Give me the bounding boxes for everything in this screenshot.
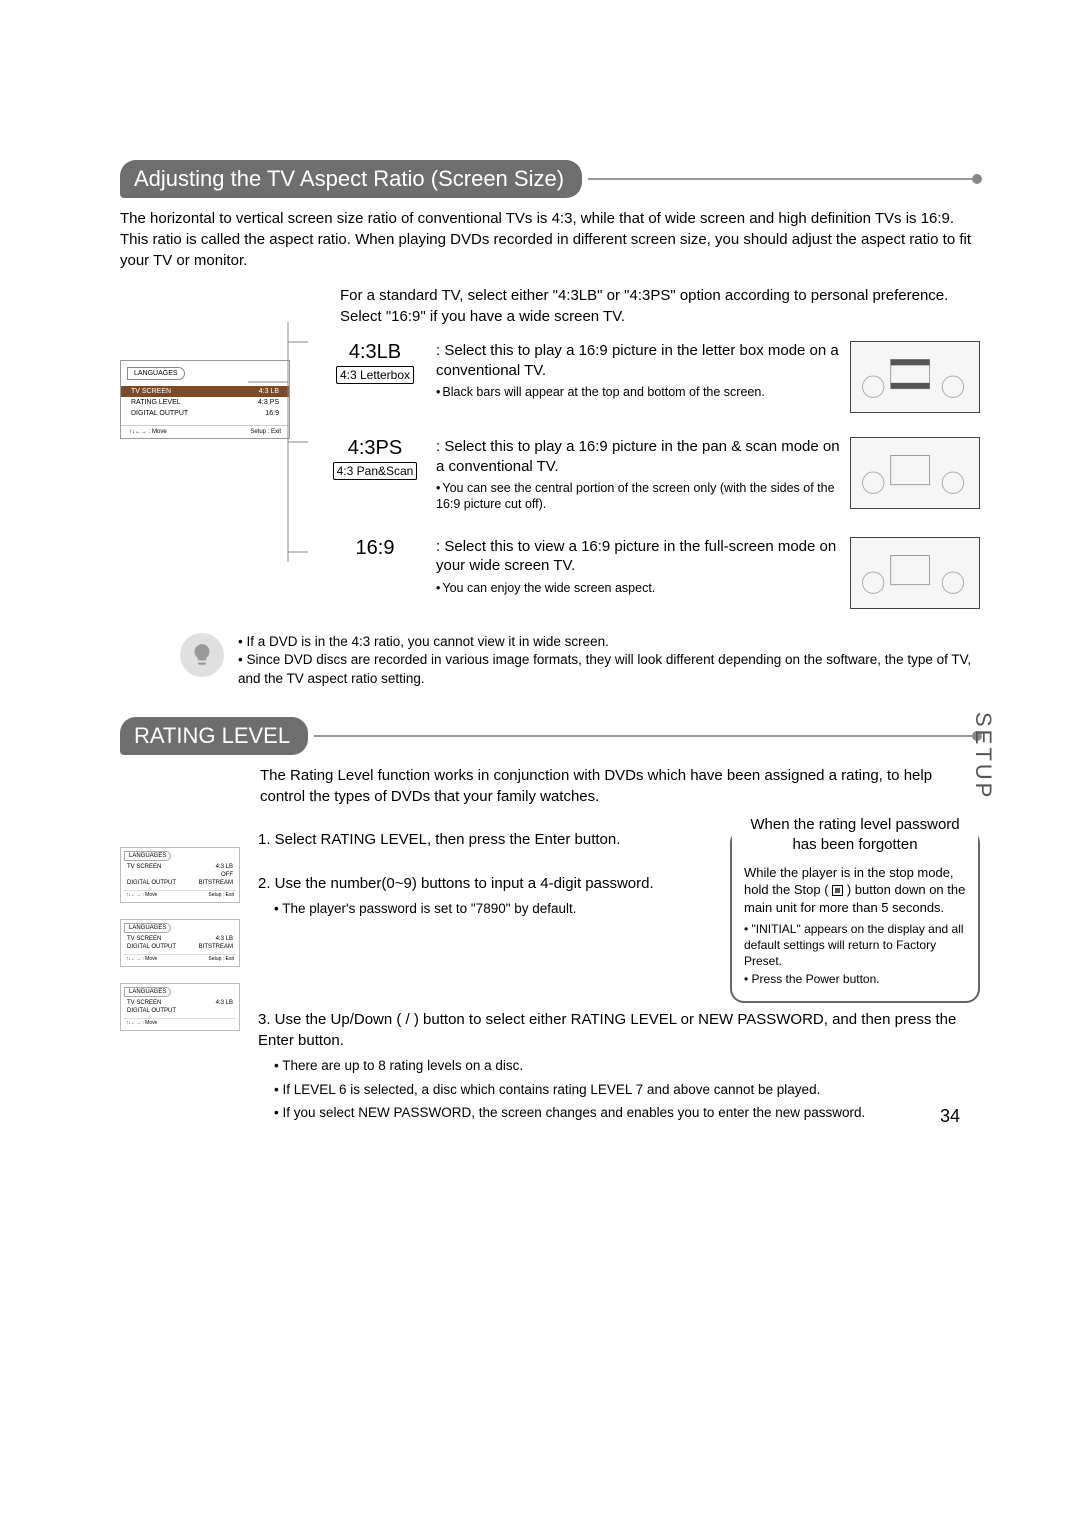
setup-menu-diagram: LANGUAGES TV SCREEN4:3 LB RATING LEVEL4:… [120,360,290,439]
aspect-option-row: 4:3LB 4:3 Letterbox : Select this to pla… [320,341,980,413]
mini-menu: LANGUAGESTV SCREEN4:3 LBDIGITAL OUTPUT↑↓… [120,983,240,1031]
aspect-sublabel: 4:3 Letterbox [336,366,414,384]
mini-menu: LANGUAGESTV SCREEN4:3 LBDIGITAL OUTPUTBI… [120,919,240,967]
password-forgotten-callout: When the rating level password has been … [730,829,980,1003]
rating-step-3-sub: If you select NEW PASSWORD, the screen c… [274,1103,980,1123]
note-item: If a DVD is in the 4:3 ratio, you cannot… [238,633,980,652]
note-item: Since DVD discs are recorded in various … [238,651,980,689]
mini-menu-column: LANGUAGESTV SCREEN4:3 LBOFFDIGITAL OUTPU… [120,847,240,1031]
stop-icon [832,885,843,896]
section-rule [314,735,980,737]
menu-row: DIGITAL OUTPUT16:9 [121,408,289,419]
rating-step-2-sub: The player's password is set to "7890" b… [274,899,712,919]
rating-step-3-sub: If LEVEL 6 is selected, a disc which con… [274,1080,980,1100]
rating-step-3-sub: There are up to 8 rating levels on a dis… [274,1056,980,1076]
menu-footer: ↑↓←→ : MoveSetup : Exit [121,425,289,438]
aspect-thumbnail [850,437,980,509]
menu-tab: LANGUAGES [127,367,185,380]
aspect-label: 4:3LB 4:3 Letterbox [320,341,430,384]
page-number: 34 [940,1106,960,1127]
aspect-thumbnail [850,341,980,413]
callout-body: While the player is in the stop mode, ho… [744,864,966,917]
aspect-label: 4:3PS 4:3 Pan&Scan [320,437,430,480]
side-tab-setup: SETUP [970,712,996,800]
aspect-label: 16:9 [320,537,430,560]
note-icon [180,633,224,677]
section-header-aspect: Adjusting the TV Aspect Ratio (Screen Si… [120,160,980,198]
section-rule [588,178,980,180]
rating-step-2: 2. Use the number(0~9) buttons to input … [258,873,712,918]
aspect-option-row: 4:3PS 4:3 Pan&Scan : Select this to play… [320,437,980,513]
rating-step-3: 3. Use the Up/Down ( / ) button to selec… [258,1009,980,1123]
rating-step-1: 1. Select RATING LEVEL, then press the E… [258,829,712,851]
aspect-note: You can see the central portion of the s… [436,480,840,513]
menu-row: RATING LEVEL4:3 PS [121,397,289,408]
aspect-notes: If a DVD is in the 4:3 ratio, you cannot… [180,633,980,690]
aspect-option-row: 16:9 : Select this to view a 16:9 pictur… [320,537,980,609]
aspect-intro-sub: For a standard TV, select either "4:3LB"… [340,285,980,327]
aspect-description: : Select this to view a 16:9 picture in … [430,537,850,596]
section-title-rating: RATING LEVEL [120,717,308,755]
aspect-description: : Select this to play a 16:9 picture in … [430,341,850,400]
callout-item: Press the Power button. [744,972,966,988]
section-header-rating: RATING LEVEL [120,717,980,755]
section-title-aspect: Adjusting the TV Aspect Ratio (Screen Si… [120,160,582,198]
aspect-note: You can enjoy the wide screen aspect. [436,580,840,596]
callout-title: When the rating level password has been … [732,815,978,856]
aspect-intro: The horizontal to vertical screen size r… [120,208,980,271]
rating-intro: The Rating Level function works in conju… [260,765,980,807]
aspect-thumbnail [850,537,980,609]
mini-menu: LANGUAGESTV SCREEN4:3 LBOFFDIGITAL OUTPU… [120,847,240,903]
aspect-description: : Select this to play a 16:9 picture in … [430,437,850,513]
aspect-note: Black bars will appear at the top and bo… [436,384,840,400]
aspect-sublabel: 4:3 Pan&Scan [333,462,418,480]
menu-row-highlight: TV SCREEN4:3 LB [121,386,289,397]
callout-item: "INITIAL" appears on the display and all… [744,922,966,969]
